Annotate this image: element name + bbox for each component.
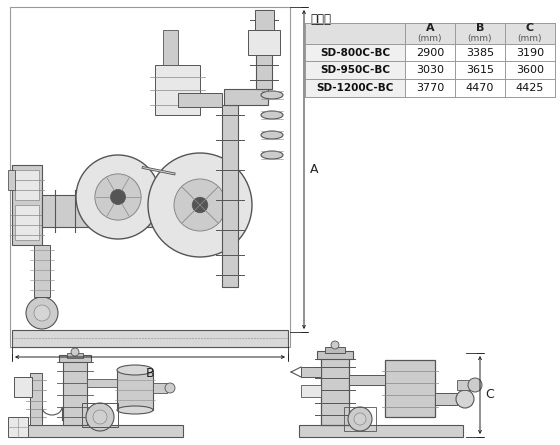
Circle shape — [95, 174, 141, 220]
Polygon shape — [385, 360, 435, 417]
Circle shape — [71, 348, 79, 356]
Polygon shape — [299, 425, 463, 437]
Text: B: B — [476, 23, 484, 33]
Polygon shape — [63, 357, 87, 425]
Text: 3600: 3600 — [516, 65, 544, 75]
Ellipse shape — [117, 365, 153, 375]
Circle shape — [26, 297, 58, 329]
Circle shape — [192, 197, 208, 213]
Polygon shape — [34, 245, 50, 297]
Text: B: B — [146, 367, 155, 380]
Text: (mm): (mm) — [518, 34, 542, 43]
Polygon shape — [317, 351, 353, 359]
Text: 3030: 3030 — [416, 65, 444, 75]
Polygon shape — [301, 385, 321, 397]
Text: (mm): (mm) — [418, 34, 442, 43]
Polygon shape — [15, 170, 39, 200]
Polygon shape — [325, 347, 345, 353]
Polygon shape — [305, 61, 405, 79]
Text: 4425: 4425 — [516, 83, 544, 93]
Polygon shape — [155, 65, 200, 115]
Polygon shape — [15, 205, 39, 240]
Text: SD-950C-BC: SD-950C-BC — [320, 65, 390, 75]
Polygon shape — [12, 330, 288, 347]
Polygon shape — [222, 105, 238, 287]
Polygon shape — [163, 30, 178, 65]
Polygon shape — [12, 165, 42, 245]
Polygon shape — [59, 355, 91, 362]
Circle shape — [174, 179, 226, 231]
Circle shape — [468, 378, 482, 392]
Polygon shape — [30, 373, 42, 425]
Polygon shape — [8, 170, 15, 190]
Ellipse shape — [261, 151, 283, 159]
Circle shape — [148, 153, 252, 257]
Polygon shape — [87, 379, 117, 387]
Polygon shape — [8, 417, 28, 437]
Polygon shape — [224, 89, 268, 105]
Ellipse shape — [261, 111, 283, 119]
Circle shape — [165, 383, 175, 393]
Polygon shape — [178, 93, 222, 107]
Polygon shape — [12, 425, 183, 437]
Polygon shape — [14, 377, 32, 397]
Text: (mm): (mm) — [468, 34, 492, 43]
Polygon shape — [305, 23, 555, 44]
Text: 寸法表: 寸法表 — [310, 13, 331, 26]
Circle shape — [93, 410, 107, 424]
Text: C: C — [486, 388, 494, 401]
Circle shape — [86, 403, 114, 431]
Polygon shape — [321, 355, 349, 425]
Text: SD-800C-BC: SD-800C-BC — [320, 48, 390, 57]
Circle shape — [331, 341, 339, 349]
Polygon shape — [349, 375, 385, 385]
Polygon shape — [305, 79, 405, 97]
Polygon shape — [457, 380, 470, 390]
Polygon shape — [42, 195, 210, 227]
Ellipse shape — [261, 131, 283, 139]
Circle shape — [76, 155, 160, 239]
Text: 2900: 2900 — [416, 48, 444, 57]
Circle shape — [348, 407, 372, 431]
Text: SD-1200C-BC: SD-1200C-BC — [316, 83, 394, 93]
Polygon shape — [255, 10, 274, 30]
Text: 4470: 4470 — [466, 83, 494, 93]
Text: 3615: 3615 — [466, 65, 494, 75]
Polygon shape — [435, 393, 457, 405]
Text: A: A — [310, 163, 318, 176]
Text: 3770: 3770 — [416, 83, 444, 93]
Polygon shape — [67, 353, 83, 358]
Circle shape — [110, 190, 125, 205]
Polygon shape — [256, 10, 272, 89]
Text: A: A — [426, 23, 435, 33]
Polygon shape — [153, 383, 167, 393]
Polygon shape — [117, 370, 153, 410]
Circle shape — [34, 305, 50, 321]
Ellipse shape — [261, 91, 283, 99]
Polygon shape — [305, 44, 405, 61]
Text: 3190: 3190 — [516, 48, 544, 57]
Polygon shape — [10, 7, 290, 347]
Circle shape — [456, 390, 474, 408]
Text: 3385: 3385 — [466, 48, 494, 57]
Polygon shape — [301, 367, 321, 377]
Text: C: C — [526, 23, 534, 33]
Ellipse shape — [117, 406, 153, 414]
Polygon shape — [248, 30, 280, 55]
Circle shape — [354, 413, 366, 425]
